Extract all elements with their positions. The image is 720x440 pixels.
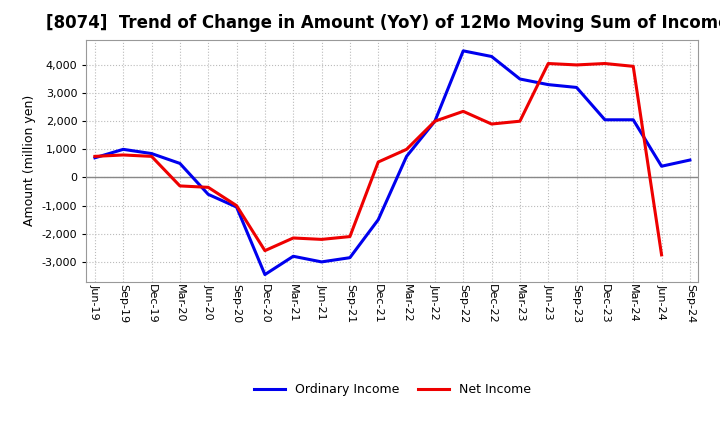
Ordinary Income [431, 118, 439, 124]
Net Income [204, 185, 212, 190]
Net Income [148, 154, 156, 159]
Ordinary Income [261, 272, 269, 277]
Ordinary Income [119, 147, 127, 152]
Net Income [572, 62, 581, 68]
Ordinary Income [657, 164, 666, 169]
Ordinary Income [91, 155, 99, 161]
Net Income [657, 252, 666, 257]
Ordinary Income [600, 117, 609, 122]
Net Income [374, 159, 382, 165]
Net Income [600, 61, 609, 66]
Ordinary Income [176, 161, 184, 166]
Ordinary Income [204, 192, 212, 197]
Net Income [289, 235, 297, 241]
Net Income [629, 64, 637, 69]
Line: Net Income: Net Income [95, 63, 662, 255]
Y-axis label: Amount (million yen): Amount (million yen) [23, 95, 36, 226]
Net Income [402, 147, 411, 152]
Net Income [318, 237, 326, 242]
Ordinary Income [544, 82, 552, 87]
Ordinary Income [318, 259, 326, 264]
Ordinary Income [487, 54, 496, 59]
Net Income [544, 61, 552, 66]
Ordinary Income [233, 205, 241, 210]
Net Income [459, 109, 467, 114]
Ordinary Income [629, 117, 637, 122]
Ordinary Income [148, 151, 156, 156]
Ordinary Income [572, 85, 581, 90]
Ordinary Income [516, 77, 524, 82]
Ordinary Income [685, 158, 694, 163]
Net Income [261, 248, 269, 253]
Legend: Ordinary Income, Net Income: Ordinary Income, Net Income [248, 378, 536, 401]
Net Income [119, 152, 127, 158]
Net Income [346, 234, 354, 239]
Net Income [91, 154, 99, 159]
Ordinary Income [459, 48, 467, 54]
Net Income [233, 203, 241, 208]
Ordinary Income [289, 253, 297, 259]
Ordinary Income [346, 255, 354, 260]
Net Income [487, 121, 496, 127]
Ordinary Income [402, 154, 411, 159]
Net Income [516, 118, 524, 124]
Net Income [176, 183, 184, 189]
Ordinary Income [374, 217, 382, 222]
Title: [8074]  Trend of Change in Amount (YoY) of 12Mo Moving Sum of Incomes: [8074] Trend of Change in Amount (YoY) o… [45, 15, 720, 33]
Line: Ordinary Income: Ordinary Income [95, 51, 690, 275]
Net Income [431, 118, 439, 124]
